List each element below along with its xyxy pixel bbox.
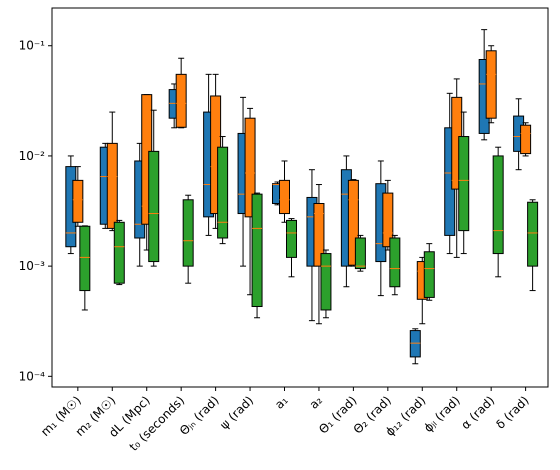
box (286, 219, 297, 258)
y-tick-label: 10⁻⁴ (19, 369, 46, 383)
box (313, 203, 325, 267)
plot-frame (51, 7, 549, 388)
box (251, 193, 263, 308)
box (148, 150, 160, 263)
box (79, 225, 91, 292)
x-tick-label: α (rad) (458, 393, 497, 432)
x-tick-label: ψ (rad) (217, 393, 256, 432)
y-tick-label: 10⁻² (19, 149, 46, 163)
box (106, 142, 118, 229)
box (389, 237, 401, 288)
box (527, 201, 539, 267)
box (72, 179, 84, 223)
box (244, 117, 256, 218)
box (492, 155, 504, 255)
box (113, 221, 125, 284)
x-tick-label: a₂ (307, 393, 326, 412)
x-tick-label: δ (rad) (493, 393, 531, 431)
box (520, 124, 532, 155)
x-tick-label: a₁ (272, 393, 291, 412)
box (354, 237, 366, 270)
box (279, 179, 290, 215)
box (320, 253, 332, 311)
y-tick-label: 10⁻¹ (19, 39, 46, 53)
box (423, 251, 435, 298)
box (458, 136, 470, 232)
box (485, 50, 497, 119)
y-tick-label: 10⁻³ (19, 259, 46, 273)
box (409, 330, 421, 358)
box (175, 73, 187, 128)
x-tick-label: ϕⱼₗ (rad) (421, 393, 463, 435)
box (382, 192, 394, 248)
box (182, 199, 194, 267)
box (347, 179, 359, 266)
box (217, 146, 229, 239)
